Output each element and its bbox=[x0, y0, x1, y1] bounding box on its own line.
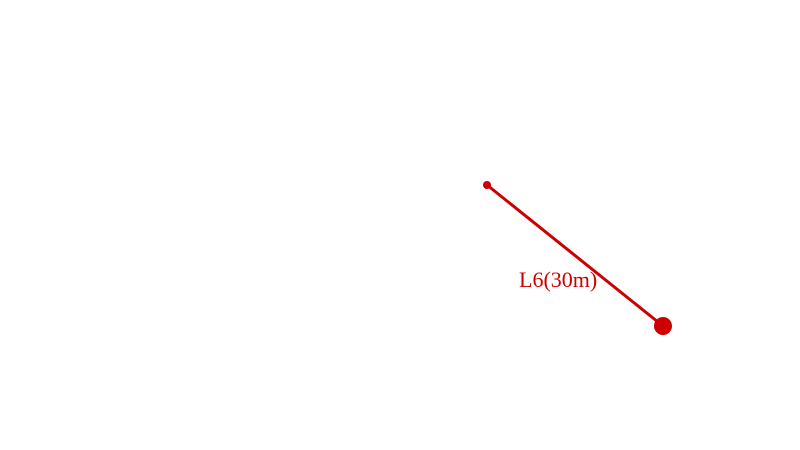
segment-start-point[interactable] bbox=[483, 181, 491, 189]
segment-label: L6(30m) bbox=[519, 267, 598, 292]
segment-end-point[interactable] bbox=[654, 317, 672, 335]
segment-line[interactable] bbox=[486, 183, 664, 328]
